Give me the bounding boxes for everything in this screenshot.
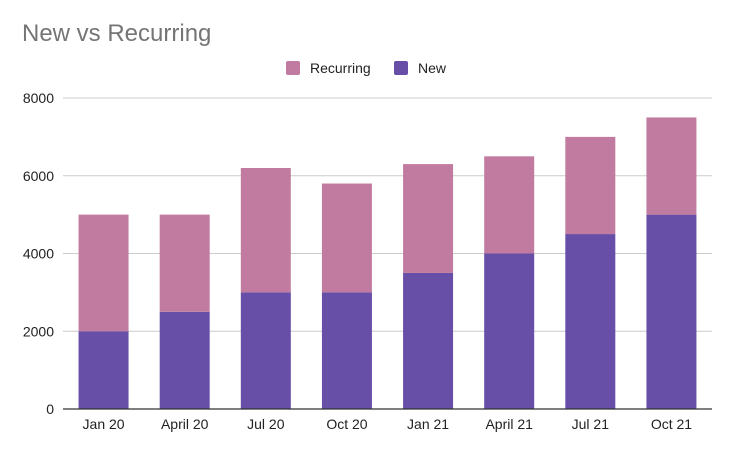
bars [78,117,697,409]
bar-recurring [240,167,291,293]
x-tick-label: Jan 21 [407,416,449,432]
legend: Recurring New [286,60,447,76]
x-tick-label: Jan 20 [83,416,125,432]
bar-new [646,214,697,409]
bar-new [159,311,210,409]
x-tick-label: Jul 21 [572,416,610,432]
bar-new [78,331,129,409]
legend-swatch-recurring [286,61,300,75]
bar-new [403,272,454,409]
y-tick-label: 2000 [23,323,54,339]
legend-label-recurring: Recurring [310,60,371,76]
chart-title: New vs Recurring [22,20,211,47]
bar-recurring [321,183,372,293]
bar-recurring [646,117,697,215]
x-tick-label: Oct 21 [651,416,692,432]
y-tick-label: 4000 [23,246,54,262]
bar-recurring [403,164,454,273]
x-tick-label: April 20 [161,416,209,432]
bar-new [321,292,372,409]
bar-new [565,234,616,409]
y-tick-label: 6000 [23,168,54,184]
bar-recurring [78,214,129,332]
y-tick-label: 0 [46,401,54,417]
x-tick-label: April 21 [485,416,533,432]
bar-new [240,292,291,409]
bar-recurring [484,156,535,254]
legend-swatch-new [394,61,408,75]
legend-label-new: New [418,60,447,76]
bar-recurring [565,136,616,235]
x-tick-label: Oct 20 [326,416,367,432]
bar-recurring [159,214,210,312]
bar-new [484,253,535,409]
axes: 0 2000 4000 6000 8000 Jan 20 April 20 Jul 20 Oct… [23,90,712,432]
y-tick-label: 8000 [23,90,54,106]
x-tick-label: Jul 20 [247,416,285,432]
